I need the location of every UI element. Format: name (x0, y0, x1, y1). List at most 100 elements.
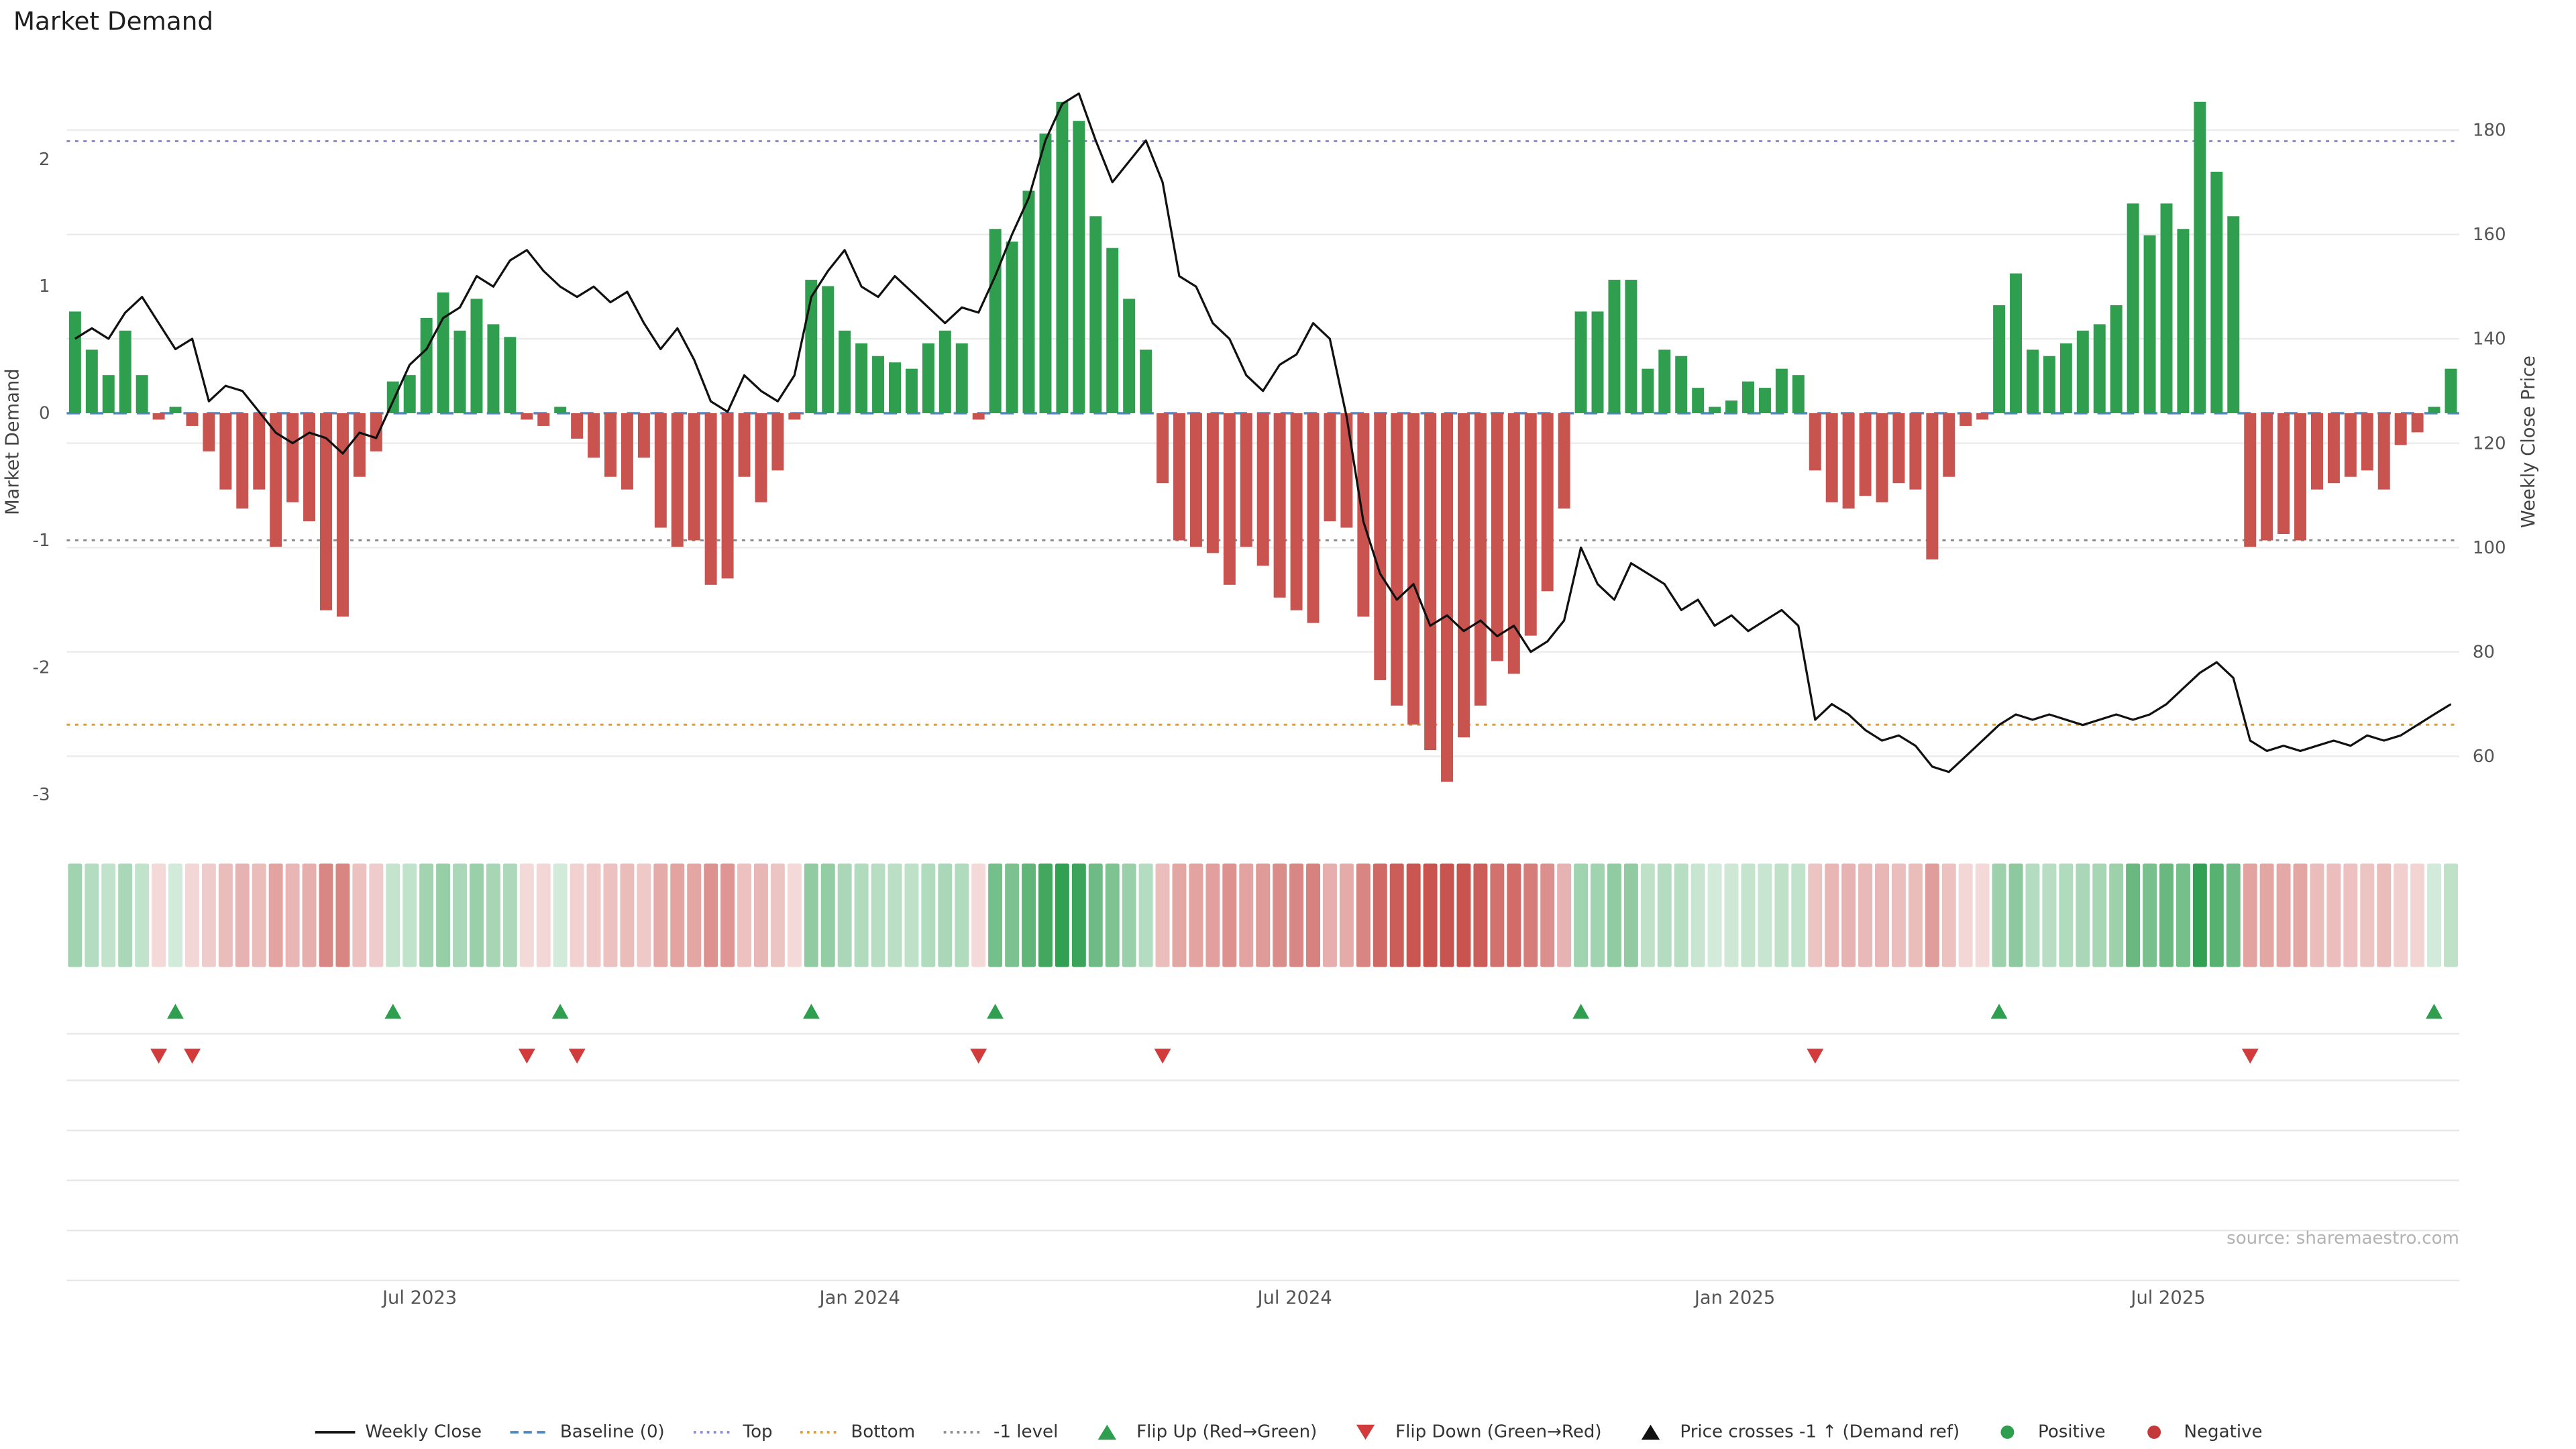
demand-bar (554, 407, 567, 413)
demand-bar (839, 330, 851, 414)
demand-bar (2411, 413, 2424, 433)
triangle-up-icon (1097, 1424, 1116, 1440)
flip-down-marker (1807, 1049, 1824, 1064)
flip-down-marker (970, 1049, 987, 1064)
demand-bar (1859, 413, 1872, 496)
demand-bar (1809, 413, 1821, 471)
heatmap-cell (1958, 863, 1973, 967)
heatmap-cell (101, 863, 116, 967)
demand-bar (855, 343, 868, 413)
heatmap-cell (235, 863, 250, 967)
flip-up-marker (802, 1004, 820, 1019)
heatmap-cell (553, 863, 568, 967)
heatmap-cell (2226, 863, 2241, 967)
demand-bar (286, 413, 299, 502)
left-axis-tick-label: -3 (33, 785, 50, 805)
heatmap-cell (1055, 863, 1069, 967)
demand-bar (370, 413, 382, 451)
heatmap-cell (1022, 863, 1036, 967)
demand-bar (1189, 413, 1202, 547)
demand-bar (203, 413, 215, 451)
heatmap-cell (1038, 863, 1053, 967)
demand-bar (1273, 413, 1286, 598)
demand-bar (186, 413, 199, 426)
right-axis-tick-label: 120 (2473, 433, 2506, 453)
heatmap-cell (1256, 863, 1271, 967)
demand-bar (1943, 413, 1955, 477)
flip-up-marker (551, 1004, 569, 1019)
heatmap-cell (135, 863, 150, 967)
flip-down-marker (2241, 1049, 2259, 1064)
heatmap-cell (402, 863, 417, 967)
heatmap-cell (1690, 863, 1705, 967)
demand-bar (2445, 368, 2457, 413)
demand-bar (68, 311, 81, 413)
heatmap-cell (486, 863, 500, 967)
demand-bar (1474, 413, 1487, 706)
heatmap-cell (1373, 863, 1387, 967)
heatmap-cell (1322, 863, 1337, 967)
demand-bar (136, 375, 148, 413)
heatmap-cell (1356, 863, 1371, 967)
demand-bar (420, 317, 433, 414)
left-axis-tick-label: -2 (33, 658, 50, 678)
heatmap-cell (536, 863, 551, 967)
flip-up-marker (1572, 1004, 1590, 1019)
heatmap-cell (68, 863, 83, 967)
heatmap-cell (1306, 863, 1320, 967)
heatmap-cell (837, 863, 852, 967)
demand-bar (721, 413, 734, 579)
dashed-line-icon (510, 1431, 550, 1434)
demand-bar (788, 413, 801, 420)
demand-bar (303, 413, 316, 522)
heatmap-cell (1825, 863, 1839, 967)
demand-bar (1825, 413, 1838, 502)
legend-item: Baseline (0) (508, 1422, 665, 1442)
demand-bar (1006, 241, 1018, 413)
flip-down-marker (150, 1049, 168, 1064)
demand-bar (1725, 400, 1738, 413)
legend-label: Flip Down (Green→Red) (1395, 1422, 1602, 1442)
demand-bar (85, 350, 98, 414)
heatmap-cell (2259, 863, 2274, 967)
demand-bar (654, 413, 667, 528)
x-axis-tick-label: Jul 2025 (2129, 1288, 2205, 1309)
demand-bar (2027, 350, 2039, 414)
demand-bar (521, 413, 533, 420)
source-text: source: sharemaestro.com (2226, 1228, 2459, 1248)
heatmap-cell (352, 863, 367, 967)
heatmap-cell (369, 863, 384, 967)
heatmap-cell (453, 863, 467, 967)
heatmap-cell (1172, 863, 1187, 967)
legend-item: Negative (2132, 1422, 2263, 1442)
demand-bar (1558, 413, 1570, 509)
legend-item: Flip Down (Green→Red) (1344, 1422, 1602, 1442)
demand-bar (1324, 413, 1336, 522)
heatmap-cell (1389, 863, 1404, 967)
heatmap-cell (2326, 863, 2341, 967)
legend-item: Price crosses -1 ↑ (Demand ref) (1628, 1422, 1960, 1442)
legend-item: Flip Up (Red→Green) (1085, 1422, 1317, 1442)
heatmap-cell (2310, 863, 2324, 967)
demand-bar (1240, 413, 1252, 547)
heatmap-cell (804, 863, 818, 967)
heatmap-cell (1507, 863, 1521, 967)
legend-item: Top (692, 1422, 773, 1442)
price-line (74, 92, 2452, 773)
demand-bar (1976, 413, 1989, 420)
heatmap-cell (1657, 863, 1672, 967)
heatmap-cell (1088, 863, 1103, 967)
demand-bar (738, 413, 751, 477)
heatmap-cell (1623, 863, 1638, 967)
left-axis-tick-label: -1 (33, 531, 50, 551)
heatmap-cell (1222, 863, 1237, 967)
demand-bar (1140, 350, 1152, 414)
heatmap-cell (152, 863, 166, 967)
heatmap-cell (1591, 863, 1605, 967)
demand-bar (1374, 413, 1387, 680)
demand-bar (236, 413, 249, 509)
demand-bar (2344, 413, 2357, 477)
demand-bar (2127, 203, 2139, 413)
demand-bar (1424, 413, 1437, 751)
demand-bar (253, 413, 266, 490)
